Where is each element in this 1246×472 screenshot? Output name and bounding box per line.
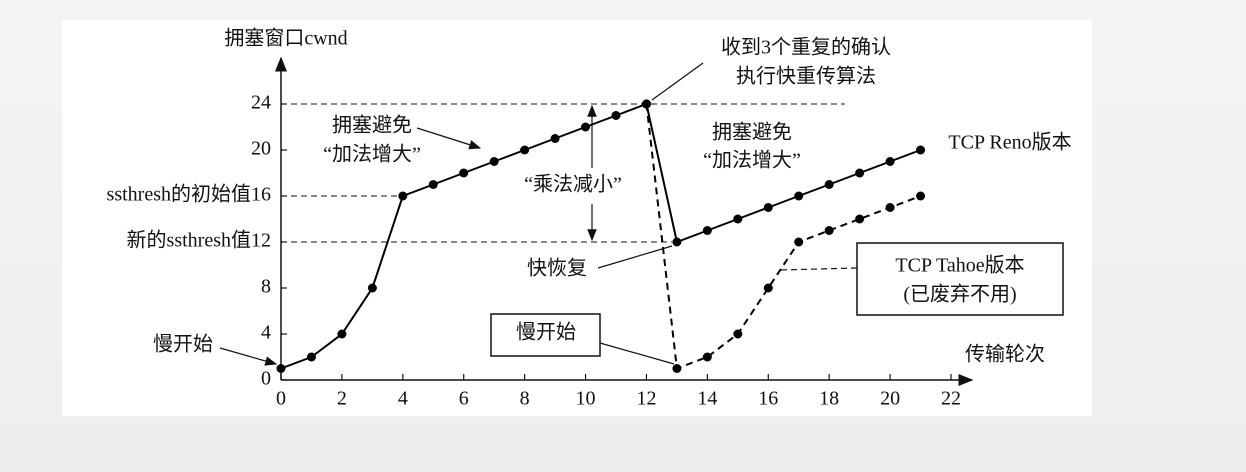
annotation-box bbox=[490, 313, 601, 357]
data-point bbox=[550, 134, 560, 143]
annotation-box bbox=[856, 242, 1064, 316]
data-point bbox=[794, 191, 804, 201]
data-point bbox=[916, 191, 926, 201]
data-point bbox=[702, 352, 712, 362]
data-point bbox=[520, 145, 530, 155]
x-tick-label: 16 bbox=[758, 388, 778, 410]
data-point bbox=[611, 111, 621, 120]
y-tick-label: 24 bbox=[251, 92, 271, 114]
x-tick-label: 20 bbox=[880, 388, 900, 410]
data-point bbox=[367, 283, 377, 293]
annotation: 慢开始 bbox=[153, 333, 213, 356]
x-tick-label: 8 bbox=[520, 388, 530, 410]
data-point bbox=[459, 168, 469, 178]
x-tick-label: 10 bbox=[576, 388, 596, 410]
annotation: 收到3个重复的确认 bbox=[721, 36, 891, 59]
x-tick-label: 0 bbox=[276, 388, 286, 410]
x-tick-label: 6 bbox=[459, 388, 469, 410]
data-point bbox=[306, 352, 316, 362]
data-point bbox=[672, 364, 682, 373]
x-tick-label: 14 bbox=[697, 388, 717, 410]
arrow bbox=[416, 127, 482, 150]
y-tick-label: 0 bbox=[261, 368, 271, 390]
data-point bbox=[581, 122, 591, 132]
data-point bbox=[885, 157, 895, 166]
data-point bbox=[398, 191, 408, 201]
data-point bbox=[763, 283, 773, 293]
data-point bbox=[824, 226, 834, 235]
annotation: 快恢复 bbox=[527, 257, 587, 280]
data-point bbox=[763, 203, 773, 212]
annotation: “乘法减小” bbox=[524, 173, 622, 196]
annotation: “加法增大” bbox=[323, 143, 421, 166]
x-tick-label: 4 bbox=[398, 388, 408, 410]
y-tick-label: 4 bbox=[261, 322, 271, 344]
data-point bbox=[794, 237, 804, 247]
y-tick-label: ssthresh的初始值16 bbox=[107, 183, 271, 206]
arrow bbox=[599, 342, 675, 365]
arrow bbox=[779, 267, 858, 271]
data-point bbox=[337, 329, 347, 339]
data-point bbox=[641, 99, 651, 109]
arrow bbox=[651, 62, 704, 101]
annotation: “加法增大” bbox=[703, 149, 801, 172]
data-point bbox=[428, 180, 438, 189]
y-tick-label: 新的ssthresh值12 bbox=[127, 229, 271, 252]
annotation: (已废弃不用) bbox=[903, 283, 1016, 306]
data-point bbox=[733, 329, 743, 339]
x-tick-label: 18 bbox=[819, 388, 839, 410]
x-tick-label: 12 bbox=[636, 388, 656, 410]
data-point bbox=[672, 237, 682, 247]
annotation: 拥塞避免 bbox=[332, 114, 412, 137]
data-point bbox=[855, 214, 865, 224]
series-line bbox=[280, 102, 921, 370]
data-point bbox=[276, 364, 286, 373]
series-label: TCP Reno版本 bbox=[948, 131, 1071, 154]
data-point bbox=[855, 168, 865, 178]
arrow bbox=[597, 245, 673, 269]
annotation: 拥塞避免 bbox=[712, 121, 792, 144]
data-point bbox=[733, 214, 743, 224]
data-point bbox=[702, 226, 712, 235]
annotation: 慢开始 bbox=[516, 321, 576, 344]
x-tick-label: 2 bbox=[337, 388, 347, 410]
arrow bbox=[219, 347, 278, 366]
data-point bbox=[824, 180, 834, 189]
x-tick-label: 22 bbox=[941, 388, 961, 410]
data-point bbox=[916, 145, 926, 155]
data-point bbox=[885, 203, 895, 212]
y-tick-label: 20 bbox=[251, 138, 271, 160]
annotation: 执行快重传算法 bbox=[736, 65, 876, 88]
series-line bbox=[645, 103, 921, 370]
x-axis-label: 传输轮次 bbox=[965, 343, 1045, 366]
y-tick-label: 8 bbox=[261, 276, 271, 298]
series-label: TCP Tahoe版本 bbox=[895, 254, 1024, 277]
y-axis-label: 拥塞窗口cwnd bbox=[224, 27, 347, 50]
data-point bbox=[489, 157, 499, 166]
chart-panel bbox=[62, 20, 1092, 416]
